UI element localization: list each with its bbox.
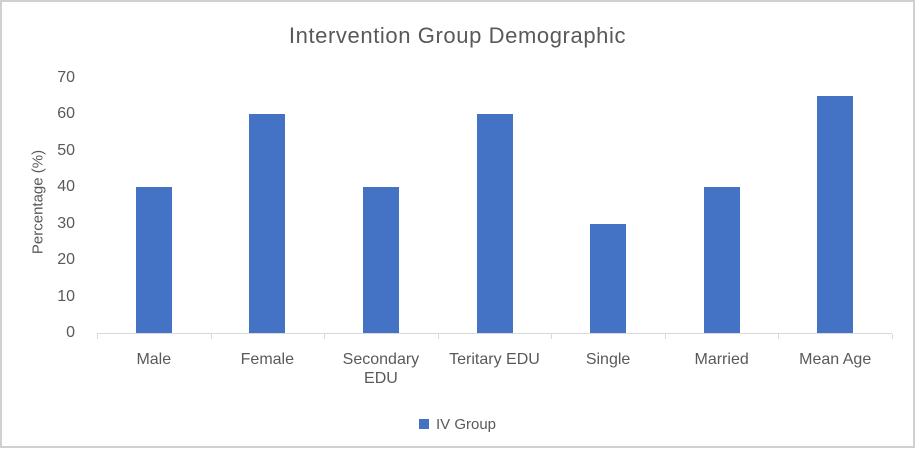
bar-male (135, 187, 172, 333)
x-tick-label: Teritary EDU (449, 351, 540, 368)
bar-mean-age (817, 96, 854, 333)
y-tick-label: 50 (57, 141, 75, 159)
x-axis-tick-mark (210, 334, 212, 339)
bar-female (249, 114, 286, 333)
y-axis-title: Percentage (%) (29, 149, 47, 255)
bar-single (590, 223, 627, 333)
y-tick-label: 0 (66, 324, 75, 341)
bar-secondary-edu (362, 187, 399, 333)
legend-swatch-icon (418, 419, 429, 429)
x-axis-tick-mark (97, 334, 98, 339)
x-tick-label: Married (694, 351, 749, 368)
legend: IV Group (2, 415, 913, 433)
x-axis-tick-mark (892, 334, 893, 339)
x-axis-tick-mark (551, 334, 553, 339)
y-tick-label: 20 (57, 251, 75, 269)
legend-label: IV Group (435, 415, 497, 433)
x-tick-label: Female (240, 351, 295, 368)
x-tick-label: Secondary EDU (342, 351, 420, 387)
y-tick-label: 10 (57, 287, 75, 305)
bar-teritary-edu (476, 114, 513, 333)
y-tick-label: 30 (57, 214, 75, 232)
x-axis-tick-mark (664, 334, 666, 339)
bar-married (703, 187, 740, 333)
x-axis-tick-mark (778, 334, 780, 339)
x-axis-line (97, 333, 892, 334)
chart-title: Intervention Group Demographic (288, 23, 627, 48)
y-tick-label: 40 (57, 178, 75, 196)
x-tick-label: Single (585, 351, 631, 368)
x-axis-tick-mark (437, 334, 439, 339)
x-tick-label: Male (136, 351, 172, 368)
x-axis-tick-mark (324, 334, 326, 339)
y-tick-label: 70 (57, 69, 75, 86)
x-tick-label: Mean Age (799, 351, 872, 368)
y-tick-label: 60 (57, 105, 75, 123)
